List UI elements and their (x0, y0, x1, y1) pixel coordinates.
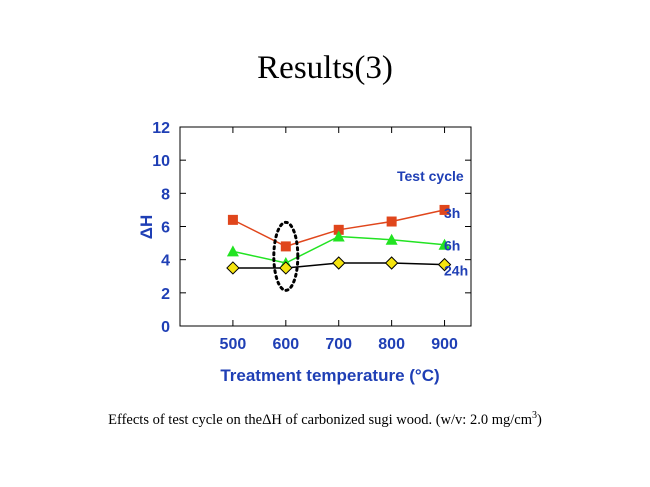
x-tick-label: 500 (220, 336, 247, 353)
legend-label-6h: 6h (444, 238, 460, 254)
x-tick-label: 600 (272, 336, 299, 353)
point-marker-3h (386, 216, 397, 227)
y-tick-label: 10 (152, 153, 170, 170)
y-tick-label: 8 (161, 186, 170, 203)
legend-label-3h: 3h (444, 205, 460, 221)
series-layer (226, 204, 452, 275)
x-tick-label: 800 (378, 336, 405, 353)
point-marker-24h (279, 261, 293, 275)
legend-title: Test cycle (397, 168, 464, 184)
point-marker-6h (332, 230, 345, 242)
point-marker-24h (384, 256, 399, 270)
y-tick-label: 12 (152, 120, 170, 137)
figure-caption: Effects of test cycle on theΔH of carbon… (0, 410, 650, 429)
point-marker-3h (227, 214, 238, 225)
point-marker-6h (385, 233, 398, 245)
highlight-ellipse (272, 220, 300, 292)
y-tick-label: 6 (161, 220, 170, 237)
point-marker-24h (332, 256, 346, 270)
x-tick-label: 700 (325, 336, 352, 353)
y-tick-label: 4 (161, 253, 170, 270)
point-marker-6h (226, 245, 239, 257)
y-tick-label: 2 (161, 286, 170, 303)
point-marker-3h (439, 204, 450, 215)
x-axis-title: Treatment temperature (°C) (220, 366, 439, 385)
caption-end: ) (536, 411, 542, 428)
caption-suffix: of carbonized sugi wood. (w/v: 2.0 mg/cm (281, 411, 532, 428)
point-marker-6h (438, 238, 451, 250)
legend: 3h 6h 24h (444, 205, 468, 279)
plot-frame (179, 126, 472, 327)
point-marker-3h (280, 241, 291, 252)
x-axis: 500 600 700 800 900 (220, 127, 458, 353)
y-axis-title: ΔH (137, 215, 156, 240)
slide-title: Results(3) (257, 50, 393, 86)
point-marker-3h (333, 224, 344, 235)
x-tick-label: 900 (431, 336, 458, 353)
point-marker-24h (437, 257, 452, 272)
legend-label-24h: 24h (444, 263, 468, 279)
point-marker-24h (226, 261, 240, 275)
caption-prefix: Effects of test cycle on the (108, 411, 263, 428)
y-axis: 0 2 4 6 8 10 12 (152, 120, 471, 336)
y-tick-label: 0 (161, 319, 170, 336)
caption-sup: 3 (531, 410, 537, 421)
caption-delta: ΔH (262, 411, 282, 428)
